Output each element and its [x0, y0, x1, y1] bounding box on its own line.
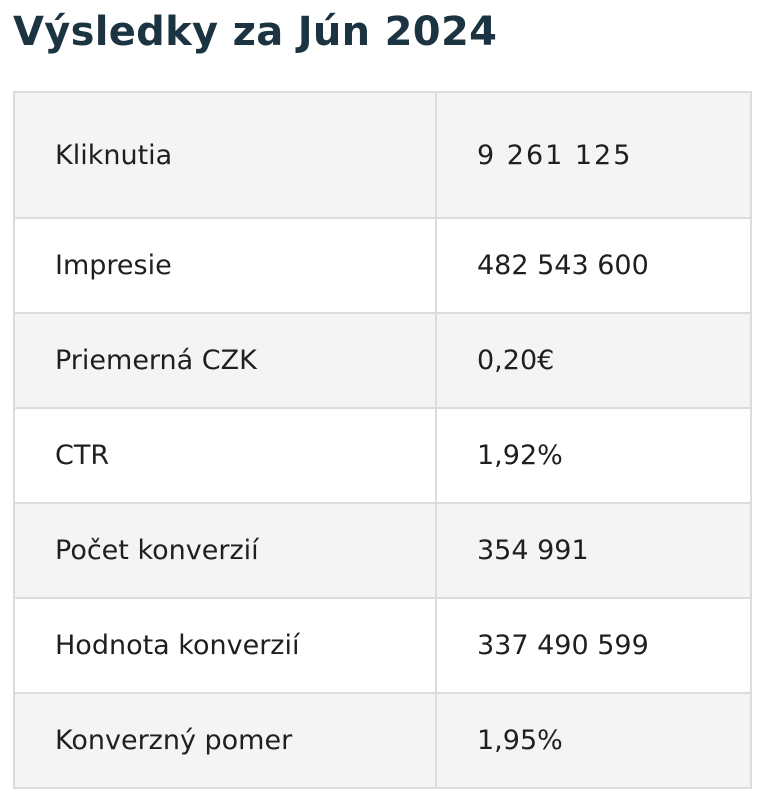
table-row: Počet konverzií 354 991 [13, 502, 752, 599]
table-row: Hodnota konverzií 337 490 599 [13, 597, 752, 694]
metric-value: 0,20€ [435, 312, 752, 409]
metric-label: Kliknutia [13, 91, 437, 219]
metric-label: Priemerná CZK [13, 312, 437, 409]
metric-label: Impresie [13, 217, 437, 314]
table-row: Kliknutia 9 261 125 [13, 91, 752, 219]
table-row: Impresie 482 543 600 [13, 217, 752, 314]
metric-value: 1,92% [435, 407, 752, 504]
table-row: Priemerná CZK 0,20€ [13, 312, 752, 409]
metric-value: 1,95% [435, 692, 752, 789]
metric-label: Hodnota konverzií [13, 597, 437, 694]
metric-label: Konverzný pomer [13, 692, 437, 789]
metric-label: Počet konverzií [13, 502, 437, 599]
metric-value: 354 991 [435, 502, 752, 599]
metric-value: 9 261 125 [435, 91, 752, 219]
metric-value: 337 490 599 [435, 597, 752, 694]
table-row: Konverzný pomer 1,95% [13, 692, 752, 789]
results-table: Kliknutia 9 261 125 Impresie 482 543 600… [13, 91, 752, 789]
metric-label: CTR [13, 407, 437, 504]
metric-value: 482 543 600 [435, 217, 752, 314]
page-title: Výsledky za Jún 2024 [13, 9, 498, 55]
table-row: CTR 1,92% [13, 407, 752, 504]
